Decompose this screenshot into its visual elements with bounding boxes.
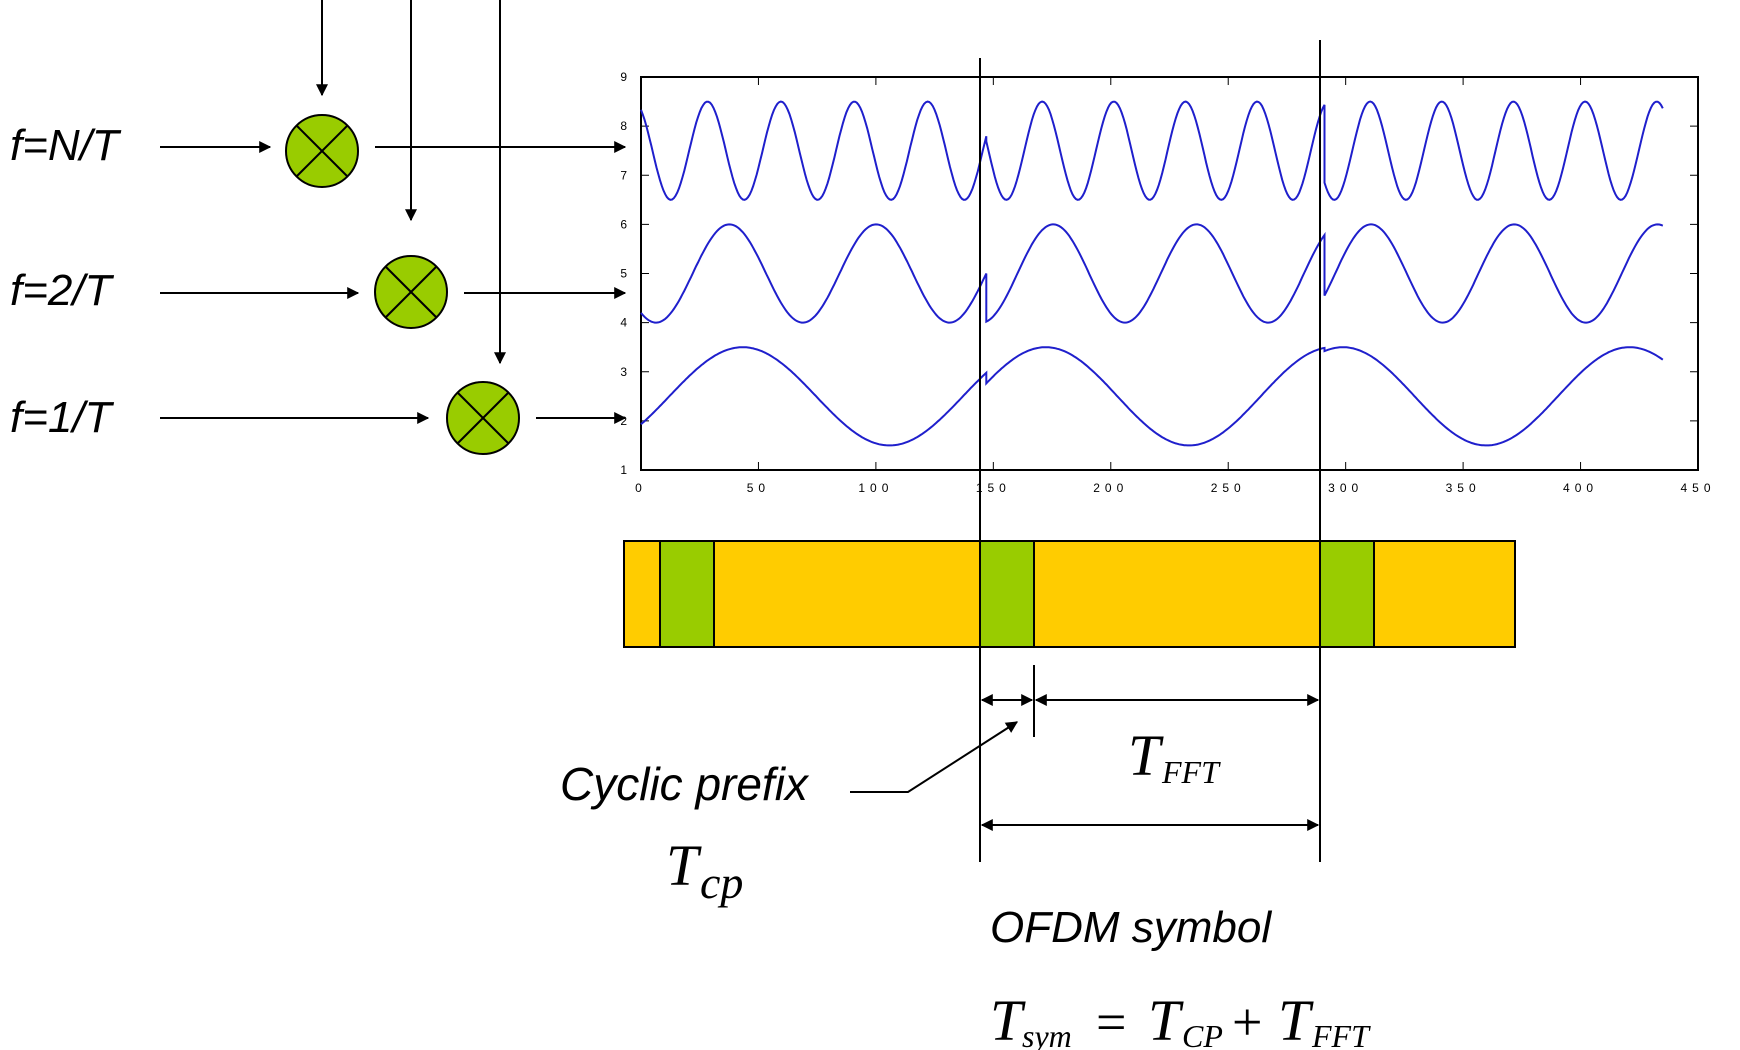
tcp-label: T cp: [666, 833, 743, 908]
y-tick-label: 1: [620, 463, 627, 477]
y-tick-label: 4: [620, 316, 627, 330]
cyclic-prefix-label: Cyclic prefix: [560, 758, 810, 810]
frame-bar: [623, 540, 1516, 648]
cp-block-3: [1319, 540, 1375, 648]
freq-1-label: f=1/T: [10, 393, 115, 442]
y-tick-label: 7: [620, 168, 627, 182]
cp-pointer: [850, 721, 1019, 793]
svg-text:T: T: [1278, 988, 1314, 1050]
svg-text:T: T: [1128, 723, 1164, 788]
x-tick-label: 50: [747, 481, 770, 495]
x-tick-label: 200: [1093, 481, 1128, 495]
svg-text:T: T: [1148, 988, 1184, 1050]
x-tick-label: 250: [1211, 481, 1246, 495]
svg-text:FFT: FFT: [1311, 1018, 1371, 1050]
svg-text:FFT: FFT: [1161, 754, 1221, 790]
mixer-n: [285, 114, 359, 188]
tfft-label: T FFT: [1128, 723, 1221, 790]
x-tick-label: 300: [1328, 481, 1363, 495]
y-tick-label: 3: [620, 365, 627, 379]
svg-text:+: +: [1232, 992, 1262, 1050]
cp-block-2: [979, 540, 1035, 648]
svg-text:T: T: [990, 988, 1026, 1050]
ofdm-frame: [623, 540, 1516, 648]
svg-text:T: T: [666, 833, 702, 898]
cp-block-1: [659, 540, 715, 648]
waveforms: [640, 100, 1664, 447]
waveform-series-3: [640, 346, 1664, 447]
x-tick-label: 400: [1563, 481, 1598, 495]
y-ticks: 1 2 3 4 5 6 7 8 9: [620, 70, 1698, 477]
svg-text:sym: sym: [1022, 1018, 1072, 1050]
x-tick-label: 150: [976, 481, 1011, 495]
mixer-1: [446, 381, 520, 455]
y-tick-label: 5: [620, 267, 627, 281]
ofdm-symbol-label: OFDM symbol: [990, 903, 1272, 952]
plot-frame: [640, 76, 1699, 471]
x-ticks: 0 50 100 150 200 250 300 350 400 450: [635, 77, 1715, 495]
freq-2-label: f=2/T: [10, 266, 115, 315]
modulator-block: f=N/T f=2/T f=1/T: [10, 0, 627, 455]
x-tick-label: 100: [858, 481, 893, 495]
y-tick-label: 9: [620, 70, 627, 84]
y-tick-label: 8: [620, 119, 627, 133]
x-tick-label: 0: [635, 481, 647, 495]
freq-n-label: f=N/T: [10, 121, 122, 170]
svg-text:cp: cp: [700, 857, 743, 908]
x-tick-label: 450: [1680, 481, 1715, 495]
y-tick-label: 6: [620, 217, 627, 231]
waveform-chart: 1 2 3 4 5 6 7 8 9 0 50 100 150 200 250 300 350 400 450: [620, 70, 1715, 495]
svg-text:CP: CP: [1182, 1018, 1223, 1050]
mixer-2: [374, 255, 448, 329]
x-tick-label: 350: [1446, 481, 1481, 495]
waveform-series-2: [640, 223, 1664, 324]
tsym-equation: T sym = T CP + T FFT: [990, 988, 1371, 1050]
svg-text:=: =: [1096, 992, 1126, 1050]
waveform-series-1: [640, 100, 1664, 201]
y-tick-label: 2: [620, 414, 627, 428]
